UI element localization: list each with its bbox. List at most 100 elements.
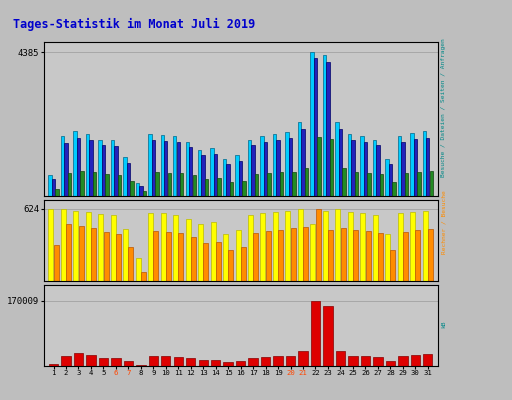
Bar <box>367 173 371 196</box>
Bar <box>73 131 77 196</box>
Bar <box>48 175 52 196</box>
Bar <box>86 134 89 196</box>
Bar <box>61 136 64 196</box>
Bar <box>426 138 430 196</box>
Bar <box>136 184 139 196</box>
Bar <box>328 230 333 281</box>
Bar <box>248 358 258 366</box>
Bar <box>339 129 342 196</box>
Bar <box>111 140 114 196</box>
Bar <box>289 138 292 196</box>
Bar <box>326 62 330 196</box>
Bar <box>414 139 417 196</box>
Bar <box>391 250 395 281</box>
Bar <box>223 159 226 196</box>
Bar <box>198 150 201 196</box>
Bar <box>210 222 216 281</box>
Bar <box>401 142 404 196</box>
Bar <box>280 172 283 196</box>
Bar <box>314 58 317 196</box>
Bar <box>102 145 105 196</box>
Bar <box>417 172 420 196</box>
Bar <box>364 142 367 196</box>
Bar <box>266 231 271 281</box>
Bar <box>111 358 120 366</box>
Bar <box>205 179 208 196</box>
Bar <box>278 230 283 281</box>
Bar <box>55 189 59 196</box>
Bar <box>253 233 258 281</box>
Bar <box>342 168 346 196</box>
Bar <box>199 360 208 366</box>
Bar <box>191 236 196 281</box>
Bar <box>152 140 155 196</box>
Bar <box>223 234 228 281</box>
Bar <box>423 354 433 366</box>
Bar <box>398 136 401 196</box>
Bar <box>404 173 408 196</box>
Bar <box>202 155 205 196</box>
Bar <box>330 139 333 196</box>
Bar <box>285 210 290 281</box>
Bar <box>210 148 214 196</box>
Bar <box>303 227 308 281</box>
Bar <box>410 212 415 281</box>
Bar <box>174 357 183 366</box>
Bar <box>355 172 358 196</box>
Bar <box>178 233 183 281</box>
Bar <box>111 215 116 281</box>
Bar <box>348 356 357 366</box>
Bar <box>292 172 296 196</box>
Bar <box>126 162 130 196</box>
Bar <box>239 160 242 196</box>
Bar <box>385 234 390 281</box>
Bar <box>361 356 370 366</box>
Bar <box>335 209 340 281</box>
Bar <box>376 145 379 196</box>
Bar <box>161 356 170 366</box>
Bar <box>80 171 83 196</box>
Bar <box>389 164 392 196</box>
Bar <box>49 364 58 366</box>
Bar <box>52 179 55 196</box>
Bar <box>130 181 134 196</box>
Bar <box>373 214 378 281</box>
Bar <box>410 133 414 196</box>
Bar <box>360 136 364 196</box>
Bar <box>185 142 189 196</box>
Bar <box>348 134 351 196</box>
Bar <box>116 234 121 281</box>
Bar <box>276 140 280 196</box>
Bar <box>129 248 134 281</box>
Bar <box>49 209 53 281</box>
Bar <box>430 171 433 196</box>
Bar <box>251 145 255 196</box>
Bar <box>136 365 145 366</box>
Bar <box>228 250 233 281</box>
Bar <box>298 122 301 196</box>
Bar <box>91 228 96 281</box>
Bar <box>143 192 146 196</box>
Bar <box>214 154 218 196</box>
Bar <box>360 213 365 281</box>
Bar <box>177 142 180 196</box>
Bar <box>423 211 428 281</box>
Text: kB: kB <box>441 320 446 328</box>
Text: Besuche / Dateien / Seiten / Anfragen: Besuche / Dateien / Seiten / Anfragen <box>441 39 446 177</box>
Bar <box>203 244 208 281</box>
Bar <box>348 212 353 281</box>
Bar <box>155 172 159 196</box>
Bar <box>173 214 178 281</box>
Bar <box>180 174 183 196</box>
Bar <box>380 174 383 196</box>
Bar <box>236 155 239 196</box>
Bar <box>403 232 408 281</box>
Bar <box>261 357 270 366</box>
Bar <box>310 224 315 281</box>
Bar <box>310 52 314 196</box>
Bar <box>198 224 203 281</box>
Bar <box>105 174 109 196</box>
Bar <box>74 353 83 366</box>
Bar <box>242 181 246 196</box>
Text: Rechner / Besuche: Rechner / Besuche <box>441 190 446 254</box>
